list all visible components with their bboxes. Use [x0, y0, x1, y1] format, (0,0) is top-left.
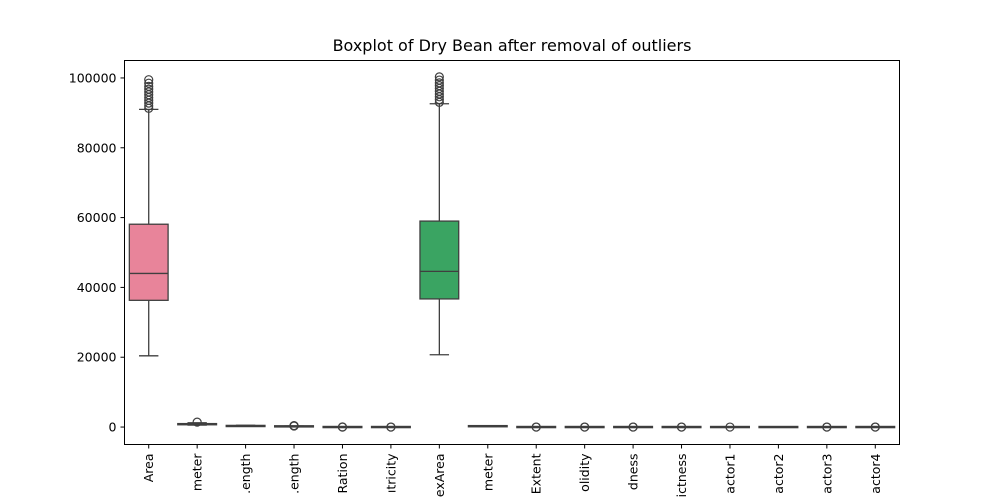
x-tick-label: dness: [626, 454, 641, 491]
outlier-point: [144, 84, 154, 94]
chart-title: Boxplot of Dry Bean after removal of out…: [333, 36, 692, 55]
iqr-box: [128, 223, 169, 301]
box-14: [758, 425, 799, 429]
box-6: [370, 422, 411, 432]
box-3: [225, 424, 266, 428]
box-10: [564, 422, 605, 432]
x-axis: Area meter .ength .ength Ration ıtricity exAre…: [141, 444, 883, 498]
box-7: [419, 72, 460, 356]
box-5: [322, 422, 363, 432]
x-tick-label: meter: [190, 453, 205, 491]
x-tick-label: actor1: [722, 454, 737, 494]
outlier-point: [144, 81, 154, 91]
x-tick-label: olidity: [577, 453, 592, 492]
box-4: [274, 421, 315, 431]
outlier-point: [192, 417, 202, 427]
x-tick-label: .ength: [287, 454, 302, 494]
y-tick-label: 40000: [77, 280, 117, 295]
x-tick-label: .ength: [238, 454, 253, 494]
box-11: [613, 422, 654, 432]
outlier-point: [580, 422, 590, 432]
outlier-point: [337, 422, 348, 432]
x-tick-label: ıtricity: [383, 453, 398, 493]
outlier-point: [289, 421, 299, 431]
y-tick-label: 60000: [77, 210, 117, 225]
outlier-point: [144, 75, 154, 85]
x-tick-label: Ration: [335, 454, 350, 494]
box-15: [806, 422, 847, 432]
outlier-point: [434, 72, 444, 82]
box-9: [516, 422, 557, 432]
x-tick-label: meter: [480, 453, 495, 491]
outlier-point: [434, 75, 444, 85]
box-2: [177, 417, 218, 427]
outlier-point: [725, 422, 735, 432]
x-tick-label: actor2: [771, 454, 786, 494]
outlier-point: [822, 422, 832, 432]
box-8: [467, 424, 508, 428]
box-1: [128, 75, 169, 357]
plot-area: [128, 72, 896, 432]
box-12: [661, 422, 702, 432]
axes-frame: [124, 60, 900, 445]
outlier-point: [144, 78, 154, 88]
x-tick-label: ictness: [674, 454, 689, 498]
x-tick-label: actor3: [819, 454, 834, 494]
outlier-point: [144, 87, 154, 97]
outlier-point: [434, 81, 444, 91]
outlier-point: [676, 422, 687, 432]
outlier-point: [870, 422, 880, 432]
outlier-point: [434, 78, 444, 88]
iqr-box: [419, 220, 460, 300]
box-13: [709, 422, 750, 432]
outlier-point: [531, 422, 541, 432]
y-tick-label: 100000: [69, 70, 117, 85]
outlier-point: [628, 422, 638, 432]
y-tick-label: 20000: [77, 350, 117, 365]
y-tick-label: 80000: [77, 140, 117, 155]
y-tick-label: 0: [109, 420, 117, 435]
x-tick-label: exArea: [432, 454, 447, 498]
y-axis: 0 20000 40000 60000 80000 100000: [69, 70, 125, 435]
x-tick-label: Extent: [529, 453, 544, 494]
box-16: [855, 422, 896, 432]
x-tick-label: actor4: [868, 453, 883, 493]
outlier-point: [386, 422, 396, 432]
x-tick-label: Area: [141, 454, 156, 483]
